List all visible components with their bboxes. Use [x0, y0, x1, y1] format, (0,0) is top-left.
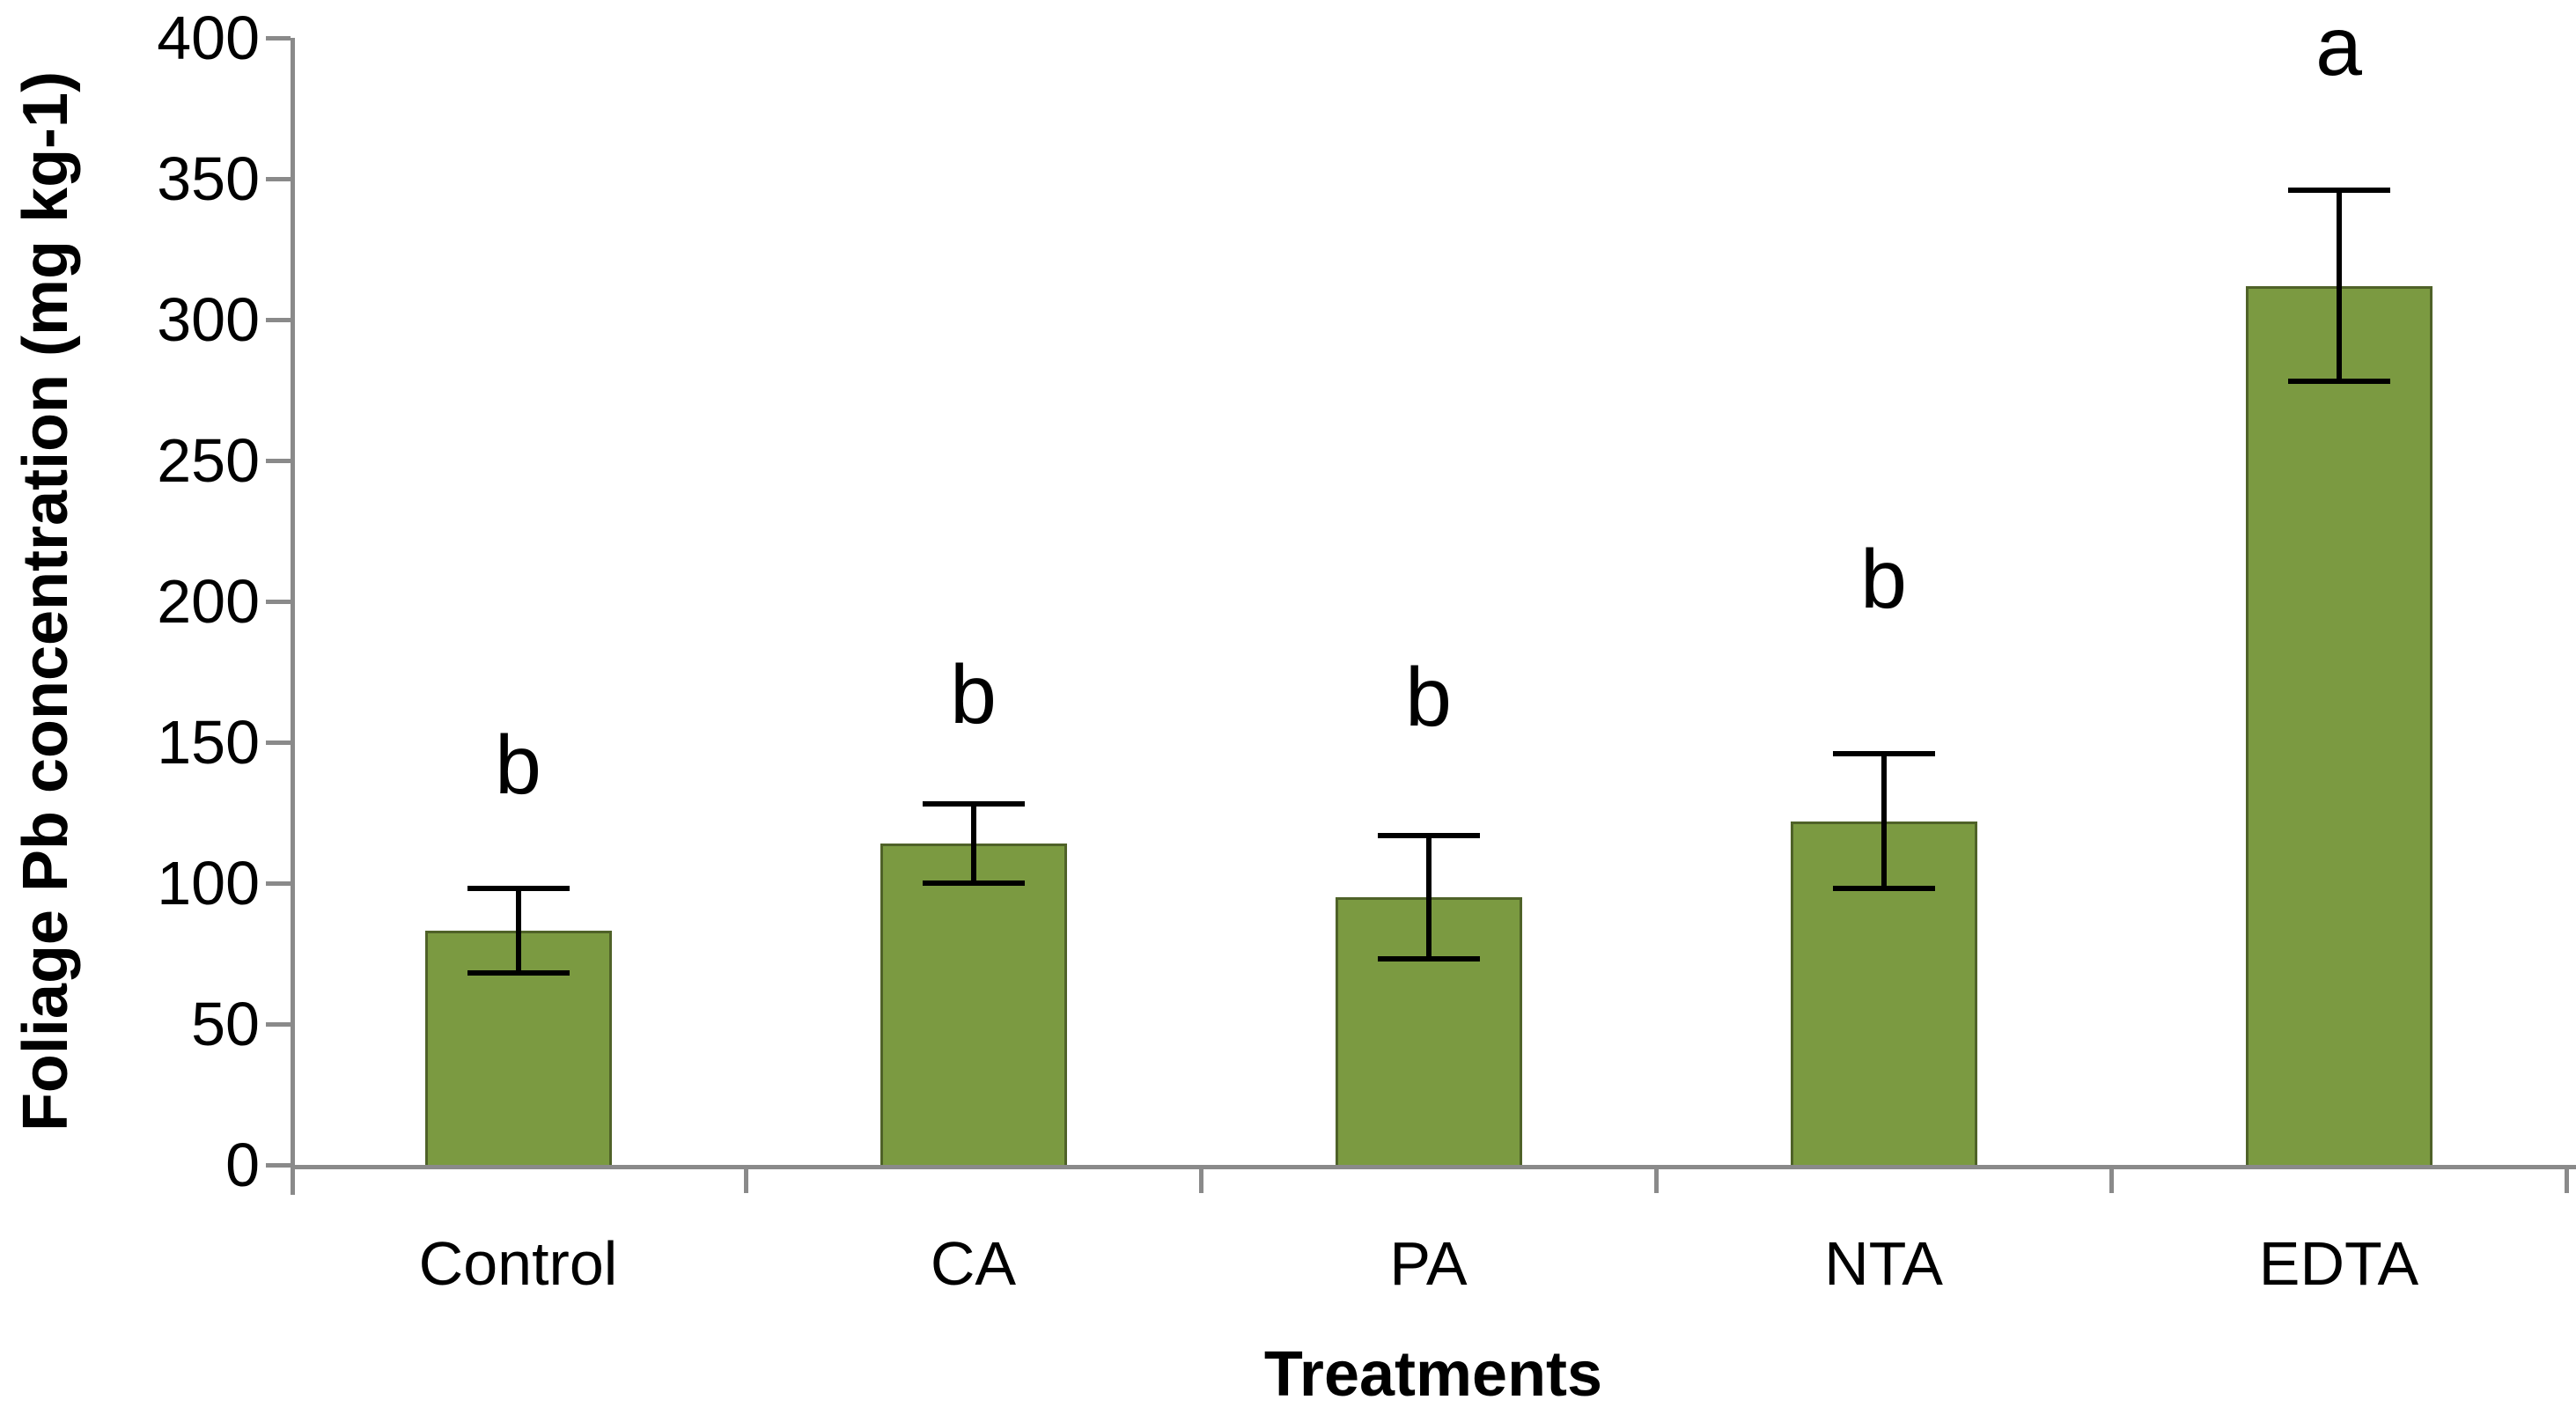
y-axis-tick [266, 740, 291, 745]
significance-letter: a [2315, 0, 2362, 93]
x-axis-tick [2109, 1165, 2114, 1193]
significance-letter: b [1405, 651, 1452, 745]
y-axis-tick [266, 1022, 291, 1027]
x-axis-tick [1654, 1165, 1659, 1193]
y-axis-tick-label: 50 [191, 990, 260, 1058]
error-bar-bottom-cap [922, 880, 1025, 886]
x-axis-category-label: PA [1389, 1229, 1468, 1298]
y-axis-tick-label: 350 [157, 144, 260, 213]
error-bar-stem [1880, 753, 1887, 889]
y-axis-tick-label: 300 [157, 285, 260, 354]
y-axis-tick [266, 318, 291, 322]
error-bar-stem [2336, 189, 2342, 382]
error-bar-stem [970, 804, 976, 883]
error-bar-bottom-cap [467, 970, 570, 976]
x-axis-category-label: CA [930, 1229, 1017, 1298]
significance-letter: b [495, 718, 541, 812]
x-axis-tick [1199, 1165, 1203, 1193]
x-axis-tick [744, 1165, 748, 1193]
error-bar-top-cap [1832, 750, 1935, 756]
y-axis-tick-label: 200 [157, 567, 260, 636]
y-axis-tick-label: 0 [225, 1131, 260, 1199]
error-bar-bottom-cap [2287, 379, 2390, 385]
bar-ca [880, 844, 1067, 1165]
x-axis-title: Treatments [1263, 1339, 1603, 1410]
error-bar-bottom-cap [1832, 886, 1935, 892]
y-axis-tick [266, 459, 291, 463]
error-bar-top-cap [2287, 187, 2390, 193]
x-axis-tick [2565, 1165, 2569, 1193]
bar-edta [2245, 285, 2432, 1165]
x-axis-line [291, 1165, 2576, 1169]
y-axis-tick [266, 881, 291, 886]
y-axis-tick-label: 100 [157, 849, 260, 917]
y-axis-tick-label: 250 [157, 426, 260, 495]
y-axis-tick-label: 400 [157, 4, 260, 72]
x-axis-category-label: EDTA [2258, 1229, 2419, 1298]
error-bar-top-cap [922, 801, 1025, 807]
error-bar-top-cap [467, 886, 570, 892]
error-bar-stem [515, 888, 521, 974]
y-axis-tick [266, 1163, 291, 1168]
significance-letter: b [950, 648, 997, 741]
y-axis-tick-label: 150 [157, 708, 260, 777]
error-bar-bottom-cap [1377, 956, 1480, 962]
y-axis-tick [266, 600, 291, 604]
y-axis-tick [266, 36, 291, 41]
error-bar-stem [1425, 835, 1432, 960]
error-bar-top-cap [1377, 832, 1480, 838]
significance-letter: b [1860, 532, 1907, 626]
x-axis-category-label: NTA [1824, 1229, 1943, 1298]
y-axis-tick [266, 177, 291, 181]
y-axis-line [291, 38, 295, 1195]
x-axis-category-label: Control [418, 1229, 618, 1298]
